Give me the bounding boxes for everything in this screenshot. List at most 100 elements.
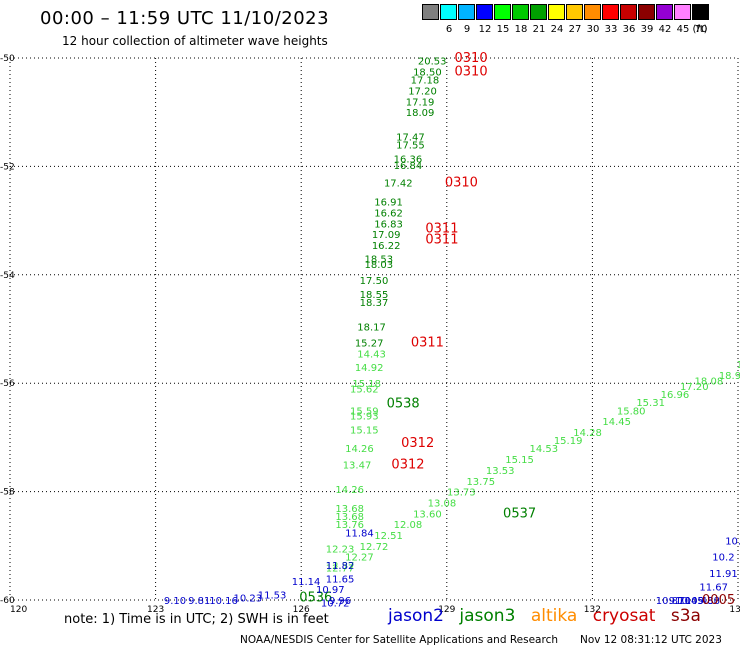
colorbar-swatch xyxy=(494,4,511,20)
pass-time-label: 0536 xyxy=(299,590,332,605)
colorbar-swatch xyxy=(512,4,529,20)
colorbar-swatch xyxy=(548,4,565,20)
wave-height-label: 15.27 xyxy=(355,339,384,350)
wave-height-label: 15.93 xyxy=(350,412,379,423)
wave-height-label: 18.03 xyxy=(365,260,394,271)
wave-height-label: 15.80 xyxy=(617,406,646,417)
pass-time-label: 0312 xyxy=(391,458,424,473)
wave-height-label: 17.42 xyxy=(384,179,413,190)
wave-height-label: 18.17 xyxy=(357,322,386,333)
colorbar-label: 36 xyxy=(622,24,636,35)
wave-height-label: 18.37 xyxy=(360,298,389,309)
wave-height-label: 9.10 xyxy=(164,596,186,607)
wave-height-label: 13.68 xyxy=(335,504,364,515)
wave-height-label: 10.72 xyxy=(321,599,350,610)
pass-time-label: 0310 xyxy=(445,176,478,191)
wave-height-label: 16.96 xyxy=(661,390,690,401)
legend-cryosat: cryosat xyxy=(592,606,656,626)
colorbar-swatch xyxy=(584,4,601,20)
colorbar-label: 24 xyxy=(550,24,564,35)
wave-height-label: 12.72 xyxy=(360,542,389,553)
wave-height-label: 10.23 xyxy=(233,593,262,604)
colorbar-swatch xyxy=(674,4,691,20)
wave-height-label: 9.88 xyxy=(698,596,720,607)
wave-height-label: 14.92 xyxy=(355,363,384,374)
wave-height-label: 15.15 xyxy=(350,425,379,436)
wave-height-label: 13.76 xyxy=(335,520,364,531)
wave-height-label: 17.20 xyxy=(680,382,709,393)
pass-time-label: 0310 xyxy=(455,51,488,66)
x-tick-label: 129 xyxy=(438,605,455,612)
y-tick-label: -50 xyxy=(0,54,15,64)
wave-height-label: 17.18 xyxy=(411,76,440,87)
pass-time-label: 0311 xyxy=(411,336,444,351)
wave-height-label: 12.51 xyxy=(374,531,403,542)
wave-height-label: 18.96 xyxy=(719,371,740,382)
colorbar-swatch xyxy=(530,4,547,20)
wave-height-label: 17.55 xyxy=(396,141,425,152)
wave-height-label: 14.53 xyxy=(530,444,559,455)
pass-time-label: 0311 xyxy=(425,233,458,248)
wave-height-label: 10.48 xyxy=(685,596,714,607)
x-tick-label: 120 xyxy=(10,605,27,612)
colorbar-swatch xyxy=(458,4,475,20)
wave-height-label: 17.7 xyxy=(737,360,740,371)
colorbar-swatch xyxy=(620,4,637,20)
colorbar-label: 30 xyxy=(586,24,600,35)
pass-time-label: 0537 xyxy=(503,506,536,521)
wave-height-label: 17.19 xyxy=(406,97,435,108)
wave-height-label: 9.81 xyxy=(188,596,210,607)
wave-height-label: 16.62 xyxy=(374,208,403,219)
y-tick-label: -56 xyxy=(0,379,15,389)
wave-height-label: 15.18 xyxy=(352,379,381,390)
colorbar-label: 39 xyxy=(640,24,654,35)
legend-jason3: jason3 xyxy=(459,606,516,626)
wave-height-label: 17.20 xyxy=(408,87,437,98)
colorbar-swatch xyxy=(692,4,709,20)
wave-height-label: 16.84 xyxy=(394,161,423,172)
wave-height-label: 18.50 xyxy=(413,68,442,79)
wave-height-label: 14.45 xyxy=(602,417,631,428)
wave-height-label: 11.91 xyxy=(709,569,738,580)
wave-height-label: 18.09 xyxy=(406,108,435,119)
wave-height-label: 12.08 xyxy=(394,520,423,531)
wave-height-label: 13.68 xyxy=(335,512,364,523)
wave-height-label: 10.97 xyxy=(316,585,345,596)
pass-time-label: 0311 xyxy=(425,222,458,237)
colorbar-label: 70 xyxy=(694,24,708,35)
wave-height-label: 12.77 xyxy=(326,563,355,574)
colorbar-label: 12 xyxy=(478,24,492,35)
wave-height-label: 10.81 xyxy=(656,596,685,607)
wave-height-label: 11.82 xyxy=(326,561,355,572)
x-tick-label: 135 xyxy=(729,605,740,612)
colorbar-swatch xyxy=(422,4,439,20)
y-tick-label: -60 xyxy=(0,596,15,606)
y-tick-label: -54 xyxy=(0,271,15,281)
pass-time-label: 0538 xyxy=(387,396,420,411)
credit-text: NOAA/NESDIS Center for Satellite Applica… xyxy=(240,634,558,646)
wave-height-label: 13.75 xyxy=(466,477,495,488)
wave-height-label: 13.47 xyxy=(343,461,372,472)
x-tick-label: 132 xyxy=(584,605,601,612)
colorbar-swatch xyxy=(476,4,493,20)
wave-height-label: 11.84 xyxy=(345,528,374,539)
wave-height-label: 10.45 xyxy=(675,596,704,607)
colorbar-swatch xyxy=(440,4,457,20)
wave-height-label: 11.65 xyxy=(326,574,355,585)
colorbar-label: 33 xyxy=(604,24,618,35)
wave-height-label: 15.59 xyxy=(350,406,379,417)
legend-jason2: jason2 xyxy=(388,606,444,626)
wave-height-label: 9.96 xyxy=(329,596,351,607)
wave-height-label: 10.16 xyxy=(209,596,238,607)
colorbar-swatch xyxy=(656,4,673,20)
colorbar-unit: (ft) xyxy=(692,24,708,35)
wave-height-label: 15.31 xyxy=(636,398,665,409)
colorbar-label: 45 xyxy=(676,24,690,35)
wave-height-label: 13.53 xyxy=(486,466,515,477)
wave-height-label: 13.73 xyxy=(447,488,476,499)
wave-height-label: 11.14 xyxy=(292,577,321,588)
wave-height-label: 9.70 xyxy=(669,596,691,607)
pass-time-label: 0005 xyxy=(702,593,735,608)
wave-height-label: 17.50 xyxy=(360,276,389,287)
wave-height-label: 20.53 xyxy=(418,57,447,68)
